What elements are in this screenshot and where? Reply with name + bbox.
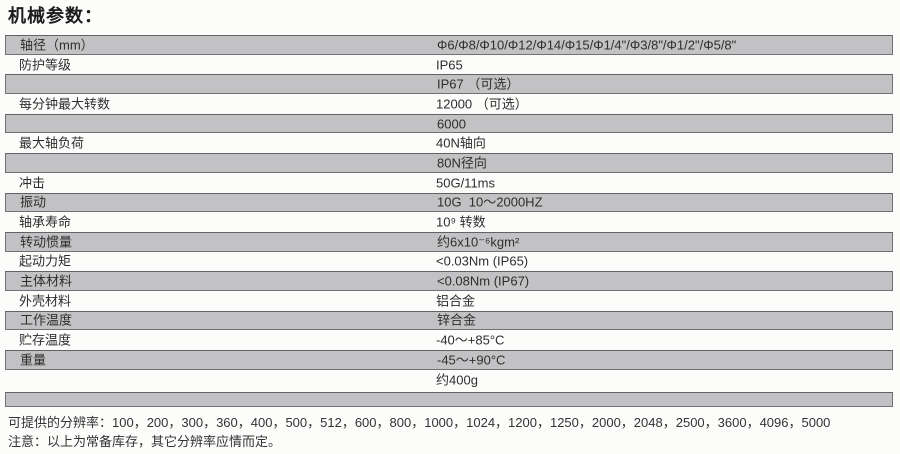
row-value: 铝合金	[436, 293, 476, 309]
table-row: 最大轴负荷 40N轴向	[5, 133, 893, 153]
table-row: 约400g	[5, 370, 893, 390]
row-value: 80N径向	[437, 155, 487, 171]
row-value: <0.03Nm (IP65)	[436, 253, 529, 269]
row-value: Φ6/Φ8/Φ10/Φ12/Φ14/Φ15/Φ1/4"/Φ3/8"/Φ1/2"/…	[437, 37, 737, 53]
table-row: 振动 10G 10～2000HZ	[5, 192, 893, 213]
row-value: 50G/11ms	[436, 175, 496, 191]
table-row	[5, 392, 893, 408]
row-value: 约400g	[436, 372, 478, 388]
table-row: 重量 -45～+90°C	[5, 350, 893, 370]
row-label: 起动力矩	[19, 253, 72, 269]
row-label: 轴承寿命	[19, 214, 72, 230]
row-label: 外壳材料	[19, 293, 72, 309]
row-value: 约6x10⁻⁶kgm²	[437, 234, 520, 250]
row-label: 冲击	[19, 175, 46, 191]
row-label: 主体材料	[20, 273, 73, 289]
row-label: 最大轴负荷	[19, 135, 85, 151]
table-row: 贮存温度 -40～+85°C	[5, 330, 893, 350]
table-row: 冲击 50G/11ms	[5, 173, 893, 193]
available-resolutions-note: 可提供的分辨率：100，200，300，360，400，500，512，600，…	[8, 415, 831, 430]
row-value: IP67 （可选）	[437, 76, 520, 92]
row-label: 工作温度	[20, 312, 73, 328]
row-value: -40～+85°C	[436, 332, 505, 348]
row-label: 振动	[20, 194, 47, 210]
table-row: 轴径（mm） Φ6/Φ8/Φ10/Φ12/Φ14/Φ15/Φ1/4"/Φ3/8"/…	[5, 35, 893, 55]
row-value: 锌合金	[437, 312, 477, 328]
mechanical-parameters-table: 轴径（mm） Φ6/Φ8/Φ10/Φ12/Φ14/Φ15/Φ1/4"/Φ3/8"/…	[5, 35, 893, 408]
row-label: 转动惯量	[20, 234, 73, 250]
row-value: 6000	[437, 116, 466, 132]
row-value: 10⁹ 转数	[436, 214, 486, 230]
row-label: 重量	[20, 352, 47, 368]
table-row: 6000	[5, 113, 893, 134]
table-row: 转动惯量 约6x10⁻⁶kgm²	[5, 231, 893, 252]
table-row: 防护等级 IP65	[5, 55, 893, 75]
row-value: IP65	[436, 57, 463, 73]
row-label: 贮存温度	[19, 332, 72, 348]
row-value: <0.08Nm (IP67)	[437, 273, 530, 289]
row-label: 每分钟最大转数	[19, 96, 111, 112]
page-title: 机械参数：	[8, 6, 103, 26]
row-label: 防护等级	[19, 57, 72, 73]
row-value: 40N轴向	[436, 135, 486, 151]
table-row: 每分钟最大转数 12000 （可选）	[5, 94, 893, 114]
table-row: IP67 （可选）	[5, 74, 893, 95]
table-row: 80N径向	[5, 153, 893, 173]
row-value: -45～+90°C	[437, 352, 506, 368]
row-value: 12000 （可选）	[436, 96, 528, 112]
table-row: 起动力矩 <0.03Nm (IP65)	[5, 252, 893, 272]
table-row: 工作温度 锌合金	[5, 310, 893, 331]
table-row: 外壳材料 铝合金	[5, 291, 893, 311]
stock-note: 注意：以上为常备库存，其它分辨率应情而定。	[8, 434, 282, 449]
table-row: 主体材料 <0.08Nm (IP67)	[5, 271, 893, 291]
row-value: 10G 10～2000HZ	[437, 194, 543, 210]
table-row: 轴承寿命 10⁹ 转数	[5, 212, 893, 232]
row-label: 轴径（mm）	[20, 37, 94, 53]
